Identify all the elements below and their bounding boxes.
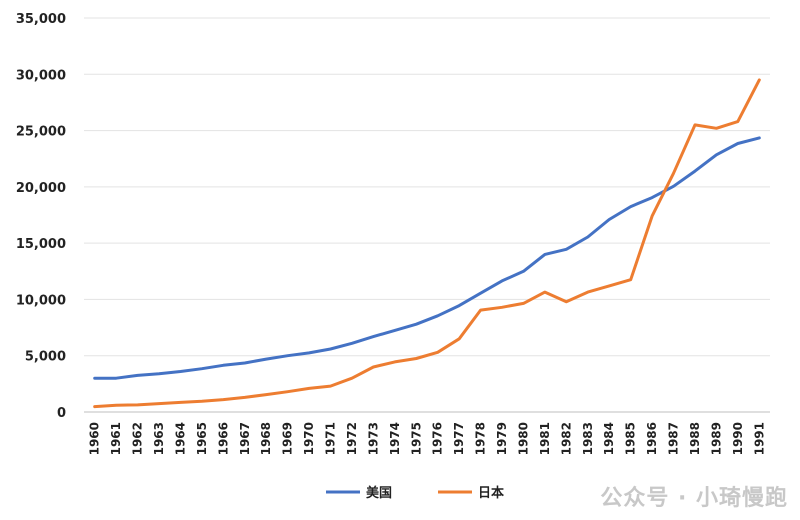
- gridlines: [84, 17, 770, 413]
- x-axis: 1960 1961 1962 1963 1964 1965 1966 1967 1968 1969…: [88, 422, 767, 455]
- y-tick-label: 30,000: [16, 68, 66, 83]
- y-tick-label: 15,000: [16, 237, 66, 252]
- x-tick-label: 1972: [345, 422, 359, 455]
- y-tick-label: 35,000: [16, 12, 66, 27]
- series-lines: [93, 78, 761, 409]
- x-tick-label: 1965: [195, 422, 209, 455]
- x-tick-label: 1976: [431, 422, 445, 455]
- x-tick-label: 1986: [645, 422, 659, 455]
- x-tick-label: 1971: [324, 422, 338, 455]
- y-axis: 0 5,000 10,000 15,000 20,000 25,000 30,000 35,0…: [16, 12, 66, 421]
- legend-label: 日本: [478, 485, 504, 501]
- x-tick-label: 1980: [516, 422, 530, 455]
- x-tick-label: 1973: [366, 422, 380, 455]
- x-tick-label: 1962: [131, 422, 145, 455]
- legend-label: 美国: [366, 485, 392, 501]
- x-tick-label: 1991: [752, 422, 766, 455]
- series-line-japan: [93, 78, 761, 409]
- x-tick-label: 1985: [624, 422, 638, 455]
- x-tick-label: 1981: [538, 422, 552, 455]
- watermark: 公众号 · 小琦慢跑: [600, 486, 788, 511]
- y-tick-label: 20,000: [16, 181, 66, 196]
- x-tick-label: 1977: [452, 422, 466, 455]
- x-tick-label: 1968: [259, 422, 273, 455]
- y-tick-label: 10,000: [16, 293, 66, 308]
- x-tick-label: 1964: [173, 422, 187, 455]
- series-line-usa: [93, 136, 761, 380]
- x-tick-label: 1989: [709, 422, 723, 455]
- x-tick-label: 1979: [495, 422, 509, 455]
- x-tick-label: 1974: [388, 422, 402, 455]
- y-tick-label: 0: [57, 406, 66, 421]
- y-tick-label: 5,000: [25, 350, 66, 365]
- x-tick-label: 1983: [581, 422, 595, 455]
- x-tick-label: 1970: [302, 422, 316, 455]
- x-tick-label: 1978: [474, 422, 488, 455]
- x-tick-label: 1961: [109, 422, 123, 455]
- x-tick-label: 1982: [559, 422, 573, 455]
- x-tick-label: 1987: [667, 422, 681, 455]
- x-tick-label: 1960: [88, 422, 102, 455]
- x-tick-label: 1966: [216, 422, 230, 455]
- x-tick-label: 1967: [238, 422, 252, 455]
- x-tick-label: 1988: [688, 422, 702, 455]
- x-tick-label: 1984: [602, 422, 616, 455]
- x-tick-label: 1963: [152, 422, 166, 455]
- legend: 美国 日本: [326, 485, 504, 501]
- x-tick-label: 1969: [281, 422, 295, 455]
- y-tick-label: 25,000: [16, 125, 66, 140]
- x-tick-label: 1975: [409, 422, 423, 455]
- x-tick-label: 1990: [731, 422, 745, 455]
